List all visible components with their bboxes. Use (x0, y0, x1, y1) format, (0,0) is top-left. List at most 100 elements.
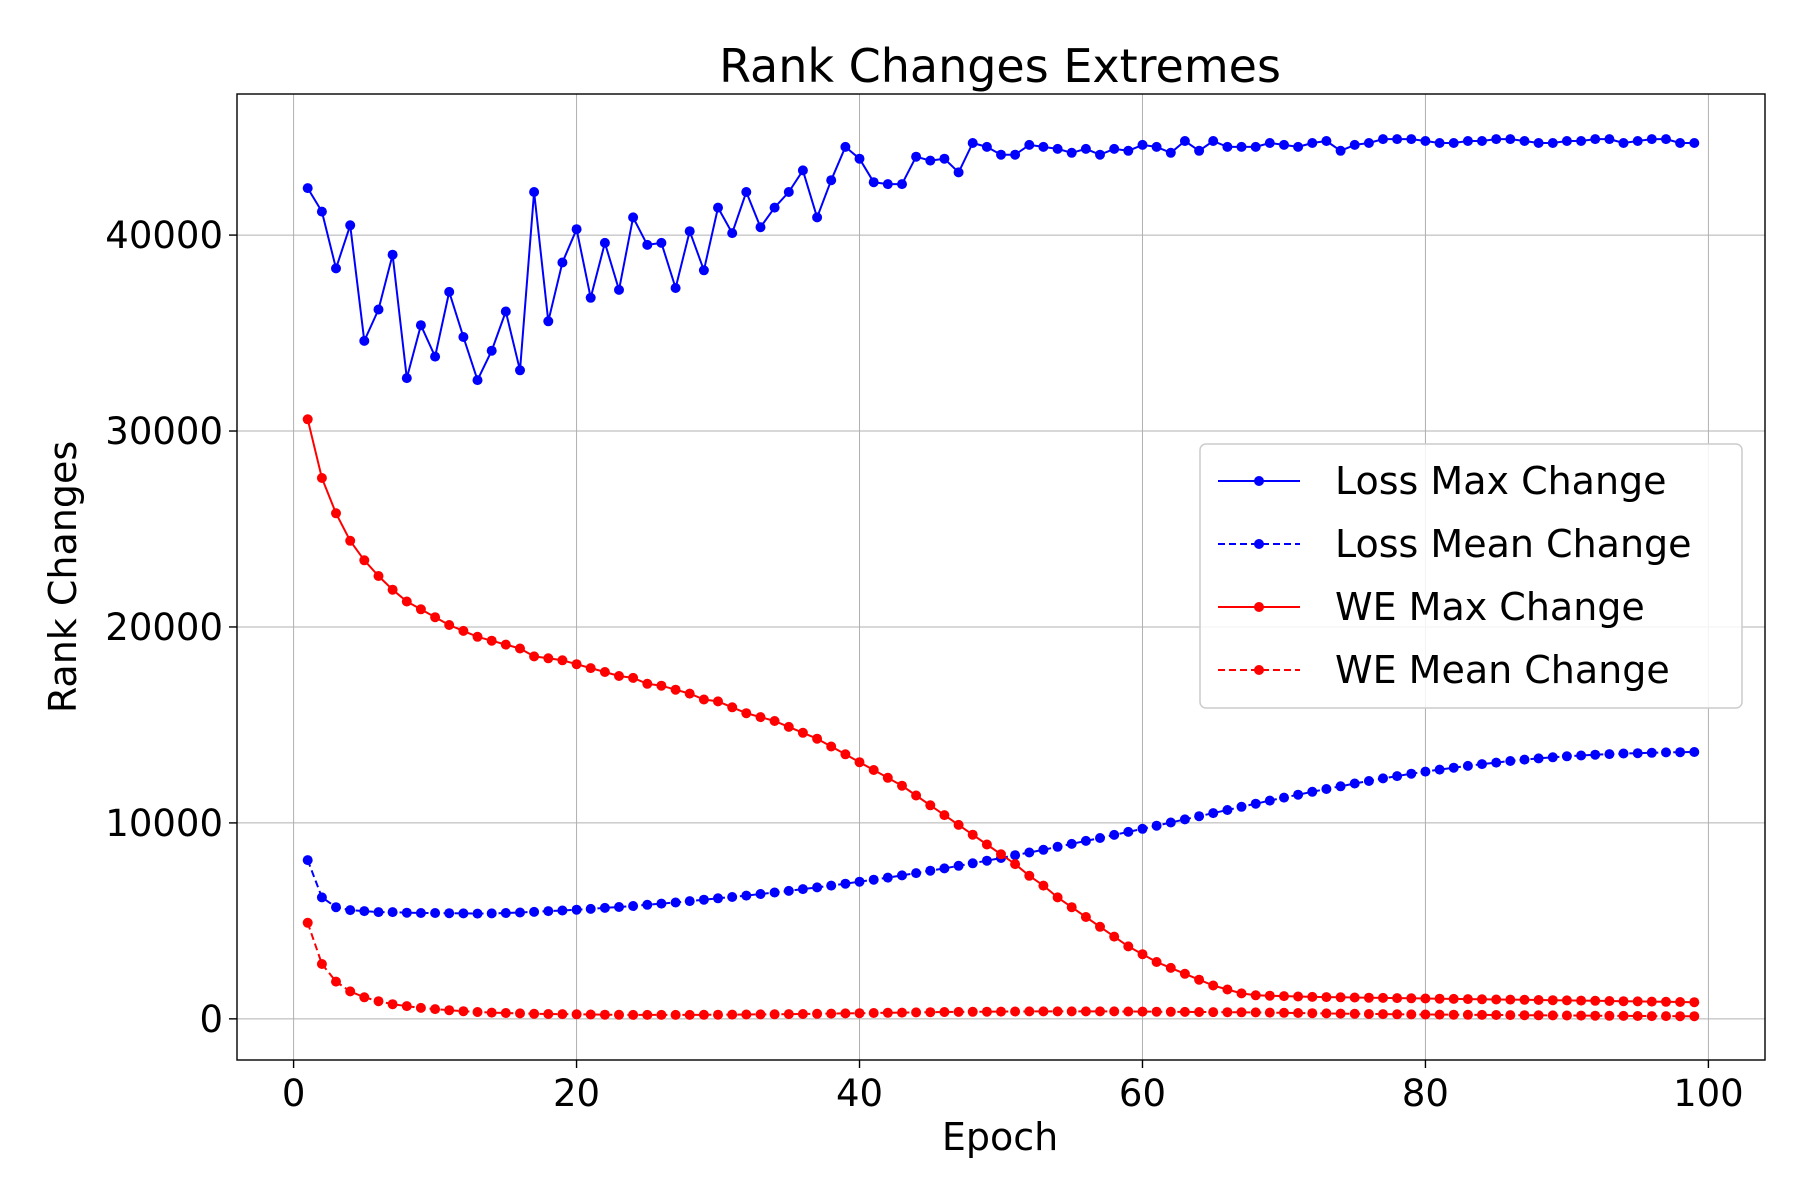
data-point (500, 1008, 511, 1018)
data-point (472, 1007, 483, 1017)
data-point (415, 908, 426, 918)
data-point (1066, 1006, 1077, 1017)
legend-label: Loss Mean Change (1335, 522, 1692, 566)
y-tick-label: 10000 (105, 802, 223, 845)
data-point (670, 283, 681, 293)
data-point (812, 882, 823, 893)
data-point (1123, 145, 1134, 156)
data-point (1505, 756, 1516, 766)
data-point (1222, 1007, 1233, 1018)
data-point (1208, 808, 1219, 819)
data-point (882, 872, 893, 883)
data-point (1024, 870, 1035, 881)
data-point (1661, 996, 1671, 1007)
data-point (316, 959, 327, 969)
data-point (585, 663, 596, 674)
data-point (826, 741, 837, 752)
data-point (1066, 147, 1077, 158)
data-point (1618, 748, 1629, 759)
data-point (925, 800, 936, 811)
data-point (741, 187, 752, 197)
data-point (1675, 747, 1686, 758)
data-point (1491, 1010, 1502, 1020)
data-point (911, 790, 922, 801)
data-point (1293, 789, 1304, 800)
data-point (1519, 1010, 1530, 1021)
data-point (783, 187, 794, 197)
data-point (1151, 141, 1162, 152)
series-we-max-change (302, 414, 1700, 1008)
data-point (1519, 754, 1530, 765)
data-point (727, 702, 738, 713)
data-point (1590, 995, 1601, 1006)
data-point (1279, 1007, 1289, 1018)
data-point (1519, 994, 1530, 1005)
data-point (415, 320, 426, 331)
data-point (543, 316, 554, 327)
data-point (1080, 143, 1091, 154)
data-point (1109, 931, 1120, 942)
data-point (1420, 766, 1431, 777)
legend-item-loss-mean-change: Loss Mean Change (1218, 522, 1692, 566)
data-point (1052, 841, 1063, 852)
y-tick-label: 20000 (105, 606, 223, 649)
data-point (727, 228, 738, 239)
data-point (1576, 750, 1587, 761)
data-point (713, 1009, 723, 1020)
data-point (1194, 145, 1205, 156)
data-point (755, 889, 766, 899)
data-point (670, 684, 681, 695)
data-point (387, 249, 398, 260)
data-point (1250, 798, 1261, 809)
data-point (401, 907, 412, 918)
data-point (1363, 776, 1374, 786)
y-axis-label: Rank Changes (41, 441, 85, 713)
data-point (1236, 988, 1247, 999)
data-point (684, 1009, 695, 1020)
data-point (1406, 993, 1417, 1004)
data-point (1491, 994, 1502, 1005)
data-point (585, 903, 596, 914)
data-point (345, 986, 356, 997)
data-point (1420, 136, 1431, 146)
data-point (1590, 134, 1601, 145)
data-point (996, 1006, 1006, 1017)
data-point (1547, 1010, 1558, 1021)
x-tick-label: 20 (553, 1072, 600, 1115)
legend-item-we-max-change: WE Max Change (1218, 585, 1645, 629)
data-point (642, 678, 653, 689)
data-point (1462, 1009, 1473, 1020)
data-point (1264, 795, 1275, 806)
data-point (1561, 136, 1572, 146)
data-point (1010, 149, 1021, 160)
data-point (868, 874, 879, 885)
data-point (1208, 980, 1219, 991)
data-point (967, 858, 978, 869)
data-point (1349, 1008, 1360, 1019)
data-point (882, 772, 893, 783)
data-point (1250, 1007, 1261, 1018)
data-point (373, 907, 384, 918)
data-point (1392, 134, 1403, 145)
data-point (1038, 880, 1049, 891)
data-point (1151, 820, 1162, 831)
data-point (1038, 844, 1049, 855)
data-point (1646, 134, 1657, 145)
data-point (1689, 138, 1700, 148)
data-point (1194, 1007, 1205, 1017)
data-point (1293, 141, 1304, 152)
data-point (1165, 962, 1176, 973)
data-point (1151, 957, 1162, 967)
data-point (1561, 995, 1572, 1006)
data-point (585, 292, 596, 303)
data-point (1321, 1008, 1332, 1019)
data-point (1618, 1010, 1629, 1021)
data-point (1378, 1009, 1388, 1020)
data-point (840, 749, 851, 760)
data-point (500, 306, 511, 317)
series-we-mean-change (302, 917, 1700, 1022)
data-point (1547, 138, 1558, 148)
legend-label: WE Mean Change (1335, 648, 1670, 692)
data-point (557, 655, 568, 666)
data-point (1307, 138, 1318, 148)
